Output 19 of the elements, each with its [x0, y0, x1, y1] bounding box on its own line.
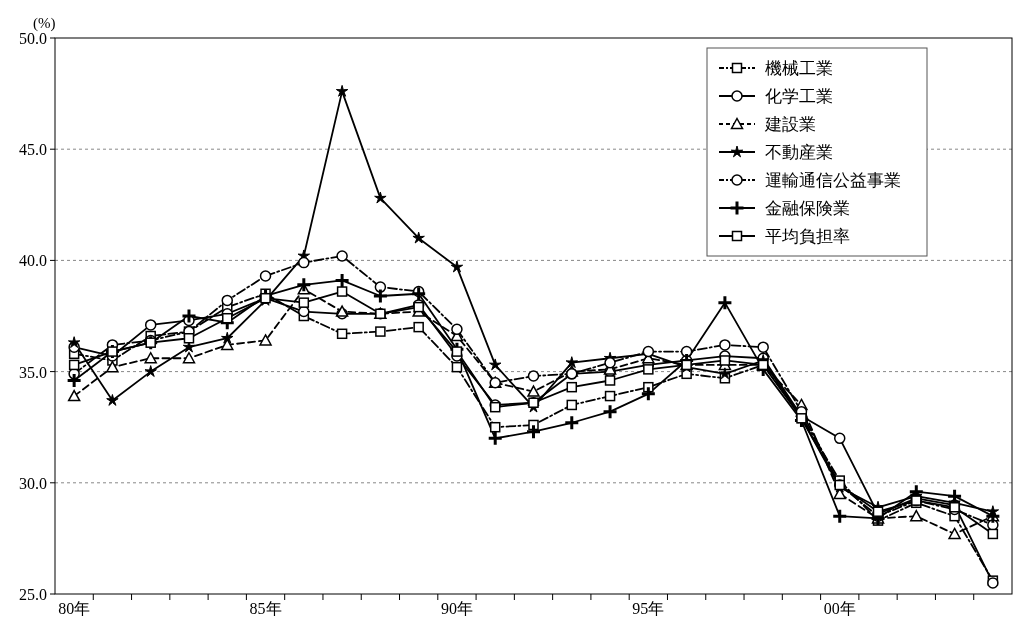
legend-label: 運輸通信公益事業 [765, 171, 901, 190]
x-tick-label: 00年 [823, 600, 856, 617]
x-tick-label: 80年 [58, 600, 91, 617]
y-tick-label: 40.0 [19, 252, 47, 270]
y-tick-label: 50.0 [19, 30, 47, 47]
x-tick-label: 90年 [440, 600, 473, 617]
legend-label: 平均負担率 [765, 227, 850, 246]
legend-label: 化学工業 [765, 87, 833, 106]
y-tick-label: 25.0 [19, 586, 47, 603]
legend-label: 建設業 [764, 115, 816, 134]
y-axis-title: (%) [33, 15, 56, 32]
legend-label: 不動産業 [765, 143, 833, 162]
y-tick-label: 35.0 [19, 363, 47, 381]
legend-label: 金融保険業 [765, 199, 850, 218]
y-tick-label: 45.0 [19, 141, 47, 159]
y-tick-label: 30.0 [19, 474, 47, 492]
legend-label: 機械工業 [765, 59, 833, 78]
x-tick-label: 95年 [632, 600, 665, 617]
x-tick-label: 85年 [249, 600, 282, 617]
